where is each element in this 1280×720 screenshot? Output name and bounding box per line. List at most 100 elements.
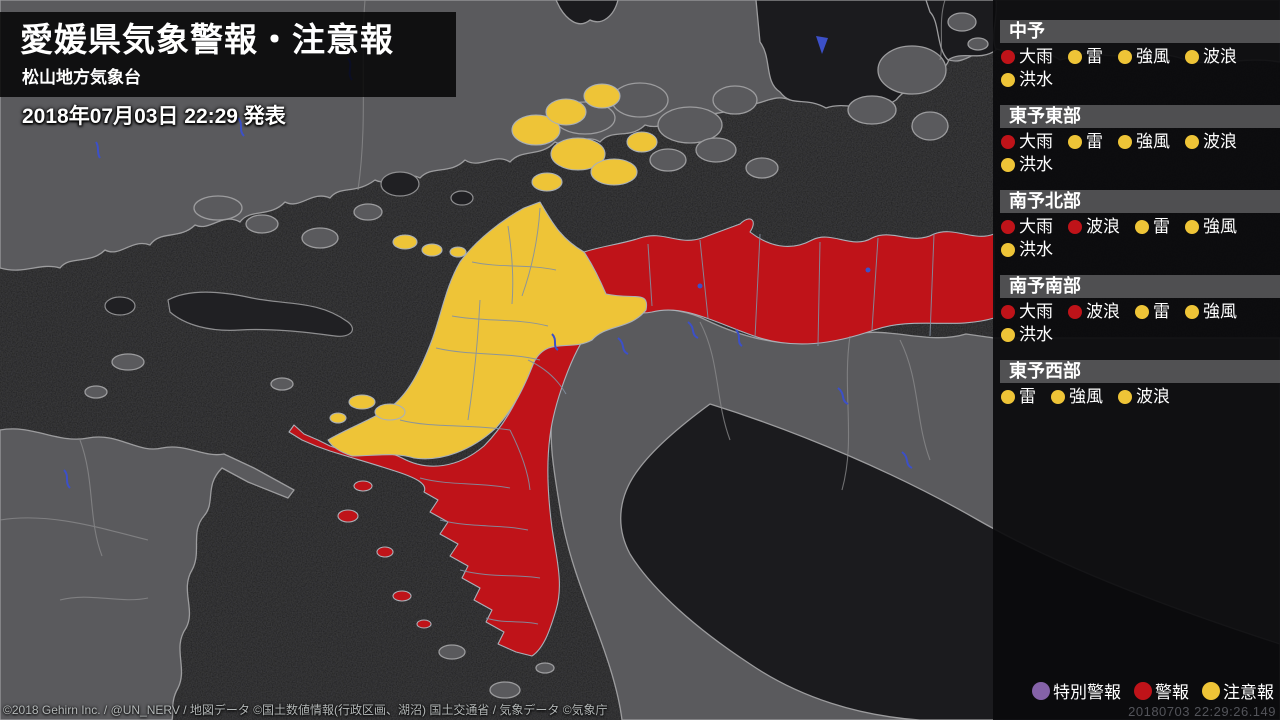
warning-dot	[1134, 681, 1152, 700]
alert-label: 大雨	[1019, 132, 1053, 151]
alert-item: 洪水	[1001, 154, 1053, 177]
legend-label: 注意報	[1223, 683, 1274, 702]
alert-level-dot	[1118, 135, 1132, 150]
alert-label: 大雨	[1019, 217, 1053, 236]
alert-level-dot	[1118, 50, 1132, 65]
region-title: 東予西部	[1000, 360, 1280, 383]
legend-item: 注意報	[1202, 678, 1274, 703]
alert-item: 波浪	[1068, 216, 1120, 239]
region-section-nanyo-nanbu: 南予南部 大雨 波浪 雷 強風 洪水	[993, 275, 1280, 346]
alert-level-dot	[1001, 242, 1015, 257]
alert-item: 波浪	[1118, 386, 1170, 409]
alert-label: 波浪	[1203, 132, 1237, 151]
alert-item: 雷	[1068, 131, 1103, 154]
alert-level-dot	[1068, 305, 1082, 320]
alert-label: 波浪	[1086, 217, 1120, 236]
alert-item: 強風	[1118, 131, 1170, 154]
alert-level-dot	[1068, 135, 1082, 150]
alert-level-dot	[1001, 72, 1015, 87]
alert-label: 雷	[1019, 387, 1036, 406]
legend-label: 警報	[1155, 683, 1189, 702]
region-section-toyo-seibu: 東予西部 雷 強風 波浪	[993, 360, 1280, 409]
municipal-borders	[399, 207, 935, 625]
copyright-credits: ©2018 Gehirn Inc. / @UN_NERV / 地図データ ©国土…	[3, 703, 608, 717]
alert-level-dot	[1001, 305, 1015, 320]
alert-level-dot	[1118, 390, 1132, 405]
alert-level-dot	[1001, 50, 1015, 65]
alert-label: 強風	[1069, 387, 1103, 406]
alert-level-dot	[1185, 220, 1199, 235]
alert-label: 洪水	[1019, 324, 1053, 344]
alert-item: 強風	[1185, 301, 1237, 324]
alert-item: 雷	[1001, 386, 1036, 409]
legend-label: 特別警報	[1053, 683, 1121, 702]
region-title: 南予南部	[1000, 275, 1280, 298]
alert-sidebar: 中予 大雨 雷 強風 波浪 洪水 東予東部 大雨 雷 強風 波浪 洪水 南予北部…	[993, 0, 1280, 720]
alert-label: 雷	[1086, 132, 1103, 151]
alert-level-dot	[1001, 157, 1015, 172]
alert-item: 洪水	[1001, 324, 1053, 347]
alert-label: 強風	[1203, 217, 1237, 236]
alert-label: 雷	[1086, 47, 1103, 66]
render-timestamp: 20180703 22:29:26.149	[1128, 704, 1276, 719]
region-title: 南予北部	[1000, 190, 1280, 213]
page-title: 愛媛県気象警報・注意報	[20, 21, 394, 58]
alert-item: 大雨	[1001, 216, 1053, 239]
alert-label: 洪水	[1019, 69, 1053, 89]
alert-level-dot	[1001, 390, 1015, 405]
alert-level-dot	[1185, 305, 1199, 320]
title-box: 愛媛県気象警報・注意報 松山地方気象台	[0, 12, 456, 97]
alert-level-dot	[1068, 50, 1082, 65]
alert-label: 波浪	[1203, 47, 1237, 66]
advisory-dot	[1202, 681, 1220, 700]
alert-label: 大雨	[1019, 302, 1053, 321]
alert-level-dot	[1135, 305, 1149, 320]
alert-item: 強風	[1118, 46, 1170, 69]
alert-level-dot	[1051, 390, 1065, 405]
alert-label: 大雨	[1019, 47, 1053, 66]
alert-level-dot	[1185, 50, 1199, 65]
region-section-chuyo: 中予 大雨 雷 強風 波浪 洪水	[993, 20, 1280, 91]
alert-legend: 特別警報 警報 注意報	[1032, 678, 1274, 703]
alert-item: 雷	[1068, 46, 1103, 69]
alert-label: 強風	[1136, 132, 1170, 151]
alert-level-dot	[1001, 135, 1015, 150]
alert-level-dot	[1135, 220, 1149, 235]
warning-regions	[288, 218, 995, 657]
alert-label: 強風	[1136, 47, 1170, 66]
issued-datetime: 2018年07月03日 22:29 発表	[22, 105, 286, 128]
advisory-regions	[327, 83, 658, 460]
alert-item: 大雨	[1001, 131, 1053, 154]
alert-label: 波浪	[1086, 302, 1120, 321]
alert-item: 強風	[1185, 216, 1237, 239]
legend-item: 警報	[1134, 678, 1189, 703]
region-title: 東予東部	[1000, 105, 1280, 128]
alert-label: 洪水	[1019, 239, 1053, 259]
alert-label: 雷	[1153, 302, 1170, 321]
alert-item: 洪水	[1001, 239, 1053, 262]
alert-item: 雷	[1135, 216, 1170, 239]
region-section-nanyo-hokubu: 南予北部 大雨 波浪 雷 強風 洪水	[993, 190, 1280, 261]
alert-label: 雷	[1153, 217, 1170, 236]
alert-level-dot	[1001, 327, 1015, 342]
alert-item: 強風	[1051, 386, 1103, 409]
alert-label: 洪水	[1019, 154, 1053, 174]
legend-item: 特別警報	[1032, 678, 1121, 703]
issuing-office: 松山地方気象台	[22, 68, 141, 88]
special-warning-dot	[1032, 681, 1050, 700]
alert-item: 大雨	[1001, 46, 1053, 69]
alert-level-dot	[1001, 220, 1015, 235]
alert-item: 波浪	[1068, 301, 1120, 324]
alert-level-dot	[1185, 135, 1199, 150]
dark-islands	[104, 171, 474, 337]
alert-item: 大雨	[1001, 301, 1053, 324]
gray-islands	[84, 12, 989, 699]
alert-label: 波浪	[1136, 387, 1170, 406]
alert-label: 強風	[1203, 302, 1237, 321]
alert-item: 波浪	[1185, 131, 1237, 154]
region-title: 中予	[1000, 20, 1280, 43]
alert-item: 雷	[1135, 301, 1170, 324]
alert-level-dot	[1068, 220, 1082, 235]
alert-item: 洪水	[1001, 69, 1053, 92]
